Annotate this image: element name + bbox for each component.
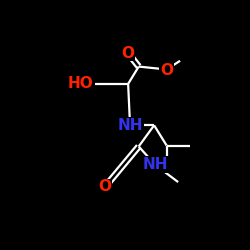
Text: O: O [98, 180, 112, 194]
Text: NH: NH [117, 118, 143, 133]
Text: HO: HO [68, 76, 94, 92]
Text: O: O [122, 46, 134, 60]
Text: O: O [160, 63, 173, 78]
Text: NH: NH [142, 157, 168, 172]
